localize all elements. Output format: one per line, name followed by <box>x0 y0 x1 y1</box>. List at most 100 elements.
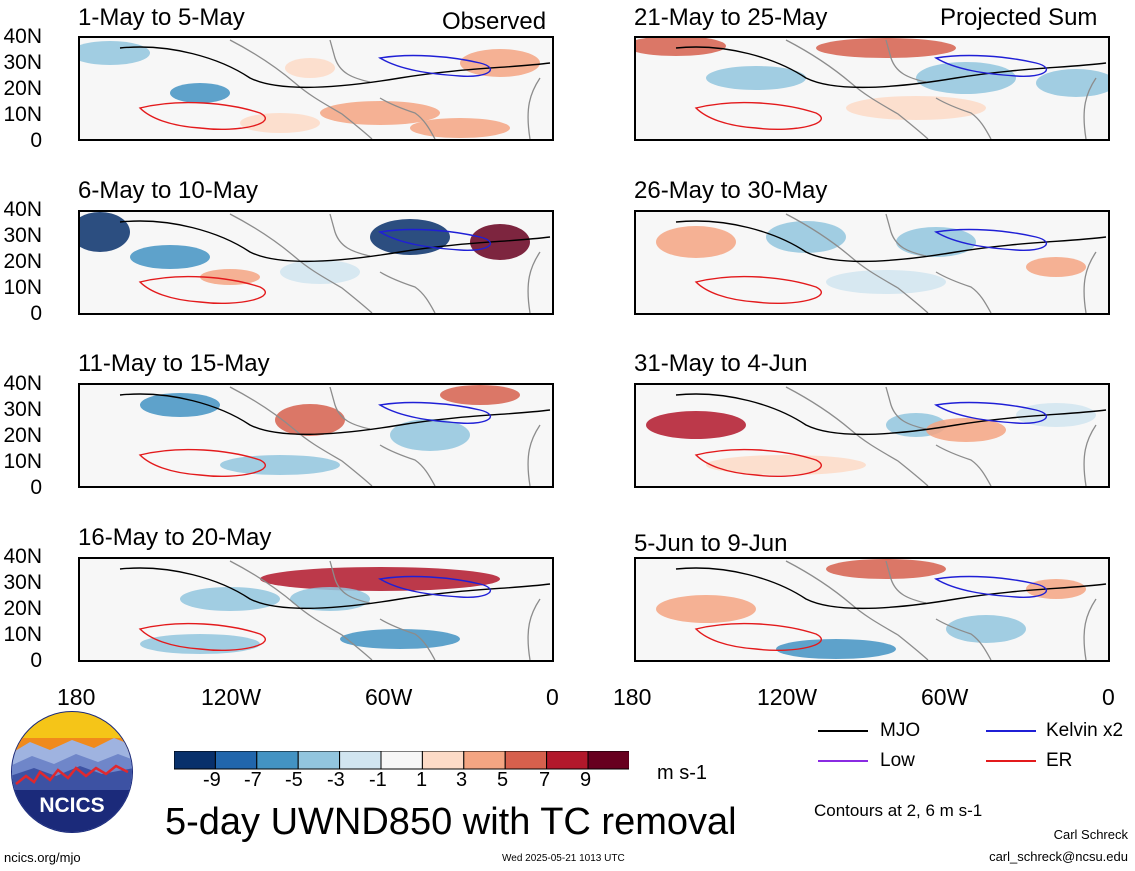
panel-title: 31-May to 4-Jun <box>634 350 808 377</box>
anomaly-region <box>776 639 896 659</box>
y-tick-label: 30N <box>3 51 42 74</box>
anomaly-region <box>80 41 150 65</box>
coastline <box>229 213 541 313</box>
contour-line <box>119 46 551 89</box>
contour-line <box>378 575 492 598</box>
anomaly-region <box>320 101 440 125</box>
x-tick-label: 0 <box>1102 684 1115 710</box>
contour-line <box>138 275 267 305</box>
colorbar-tick-label: -5 <box>285 769 303 791</box>
anomaly-region <box>130 245 210 269</box>
footer-url[interactable]: ncics.org/mjo <box>4 850 81 865</box>
legend-line-kelvin <box>986 730 1036 732</box>
contour-line <box>934 228 1048 251</box>
colorbar-tick-label: -9 <box>203 769 221 791</box>
legend-line-low <box>818 760 868 762</box>
coastline <box>229 39 541 139</box>
map-panel <box>634 210 1110 315</box>
anomaly-region <box>926 418 1006 442</box>
anomaly-region <box>140 634 260 654</box>
y-tick-label: 20N <box>3 597 42 620</box>
map-panel <box>78 557 554 662</box>
contour-line <box>934 401 1048 424</box>
anomaly-region <box>846 96 986 120</box>
contour-line <box>694 275 823 305</box>
y-tick-label: 20N <box>3 77 42 100</box>
anomaly-region <box>706 66 806 90</box>
anomaly-region <box>946 615 1026 643</box>
anomaly-region <box>220 455 340 475</box>
colorbar-tick-label: 3 <box>456 769 468 791</box>
anomaly-region <box>766 221 846 253</box>
map-panel <box>634 383 1110 488</box>
panel-title: 16-May to 20-May <box>78 524 272 551</box>
contour-line <box>694 622 823 652</box>
contour-line <box>119 567 551 610</box>
ncics-logo: NCICS <box>10 710 134 834</box>
y-tick-label: 10N <box>3 103 42 126</box>
y-tick-label: 30N <box>3 571 42 594</box>
footer-email[interactable]: carl_schreck@ncsu.edu <box>989 849 1128 864</box>
anomaly-region <box>290 587 370 611</box>
contour-line <box>675 220 1107 263</box>
colorbar-swatch <box>504 750 548 770</box>
x-tick-label: 180 <box>613 684 652 710</box>
y-tick-label: 20N <box>3 250 42 273</box>
anomaly-region <box>706 455 866 475</box>
y-tick-label: 30N <box>3 224 42 247</box>
panel-title: 1-May to 5-May <box>78 4 245 31</box>
map-canvas <box>646 386 1107 486</box>
anomaly-region <box>180 587 280 611</box>
x-tick-label: 120W <box>757 684 818 710</box>
anomaly-region <box>80 212 130 252</box>
anomaly-region <box>390 419 470 451</box>
anomaly-region <box>896 227 976 257</box>
anomaly-region <box>440 385 520 405</box>
panel-title: 5-Jun to 9-Jun <box>634 530 788 557</box>
contour-line <box>694 101 823 131</box>
contour-line <box>675 46 1107 89</box>
anomaly-region <box>826 559 946 579</box>
colorbar-tick-label: 1 <box>416 769 428 791</box>
anomaly-region <box>1036 69 1108 97</box>
anomaly-region <box>140 393 220 417</box>
y-tick-label: 0 <box>30 129 42 152</box>
contour-line <box>378 54 492 77</box>
anomaly-region <box>656 226 736 258</box>
anomaly-region <box>200 269 260 285</box>
y-tick-label: 40N <box>3 545 42 568</box>
legend-label: ER <box>1046 750 1073 771</box>
y-tick-label: 0 <box>30 476 42 499</box>
anomaly-region <box>460 49 540 77</box>
legend-label: Kelvin x2 <box>1046 720 1124 741</box>
colorbar-tick-label: 9 <box>580 769 592 791</box>
footer-timestamp: Wed 2025-05-21 1013 UTC <box>502 853 625 864</box>
map-canvas <box>656 559 1107 660</box>
footer-author: Carl Schreck <box>1053 827 1128 842</box>
legend-line-mjo <box>818 730 868 732</box>
colorbar-swatch <box>214 750 258 770</box>
observed-label: Observed <box>442 8 547 35</box>
colorbar-tick-label: -3 <box>327 769 345 791</box>
contours-note: Contours at 2, 6 m s-1 <box>814 801 983 820</box>
colorbar-swatch <box>380 750 423 770</box>
y-tick-label: 40N <box>3 372 42 395</box>
contour-line <box>119 393 551 436</box>
contour-line <box>378 401 492 424</box>
contour-line <box>138 101 267 131</box>
coastline <box>229 386 541 486</box>
map-canvas <box>119 385 551 486</box>
y-tick-label: 40N <box>3 25 42 48</box>
map-panel <box>78 210 554 315</box>
map-panel <box>78 36 554 141</box>
anomaly-region <box>410 118 510 138</box>
y-tick-label: 40N <box>3 198 42 221</box>
x-tick-label: 60W <box>921 684 969 710</box>
anomaly-region <box>340 629 460 649</box>
map-canvas <box>656 213 1107 313</box>
contour-line <box>934 575 1048 598</box>
coastline <box>785 213 1097 313</box>
y-tick-label: 0 <box>30 302 42 325</box>
x-tick-label: 0 <box>546 684 559 710</box>
colorbar-swatch <box>463 750 506 770</box>
